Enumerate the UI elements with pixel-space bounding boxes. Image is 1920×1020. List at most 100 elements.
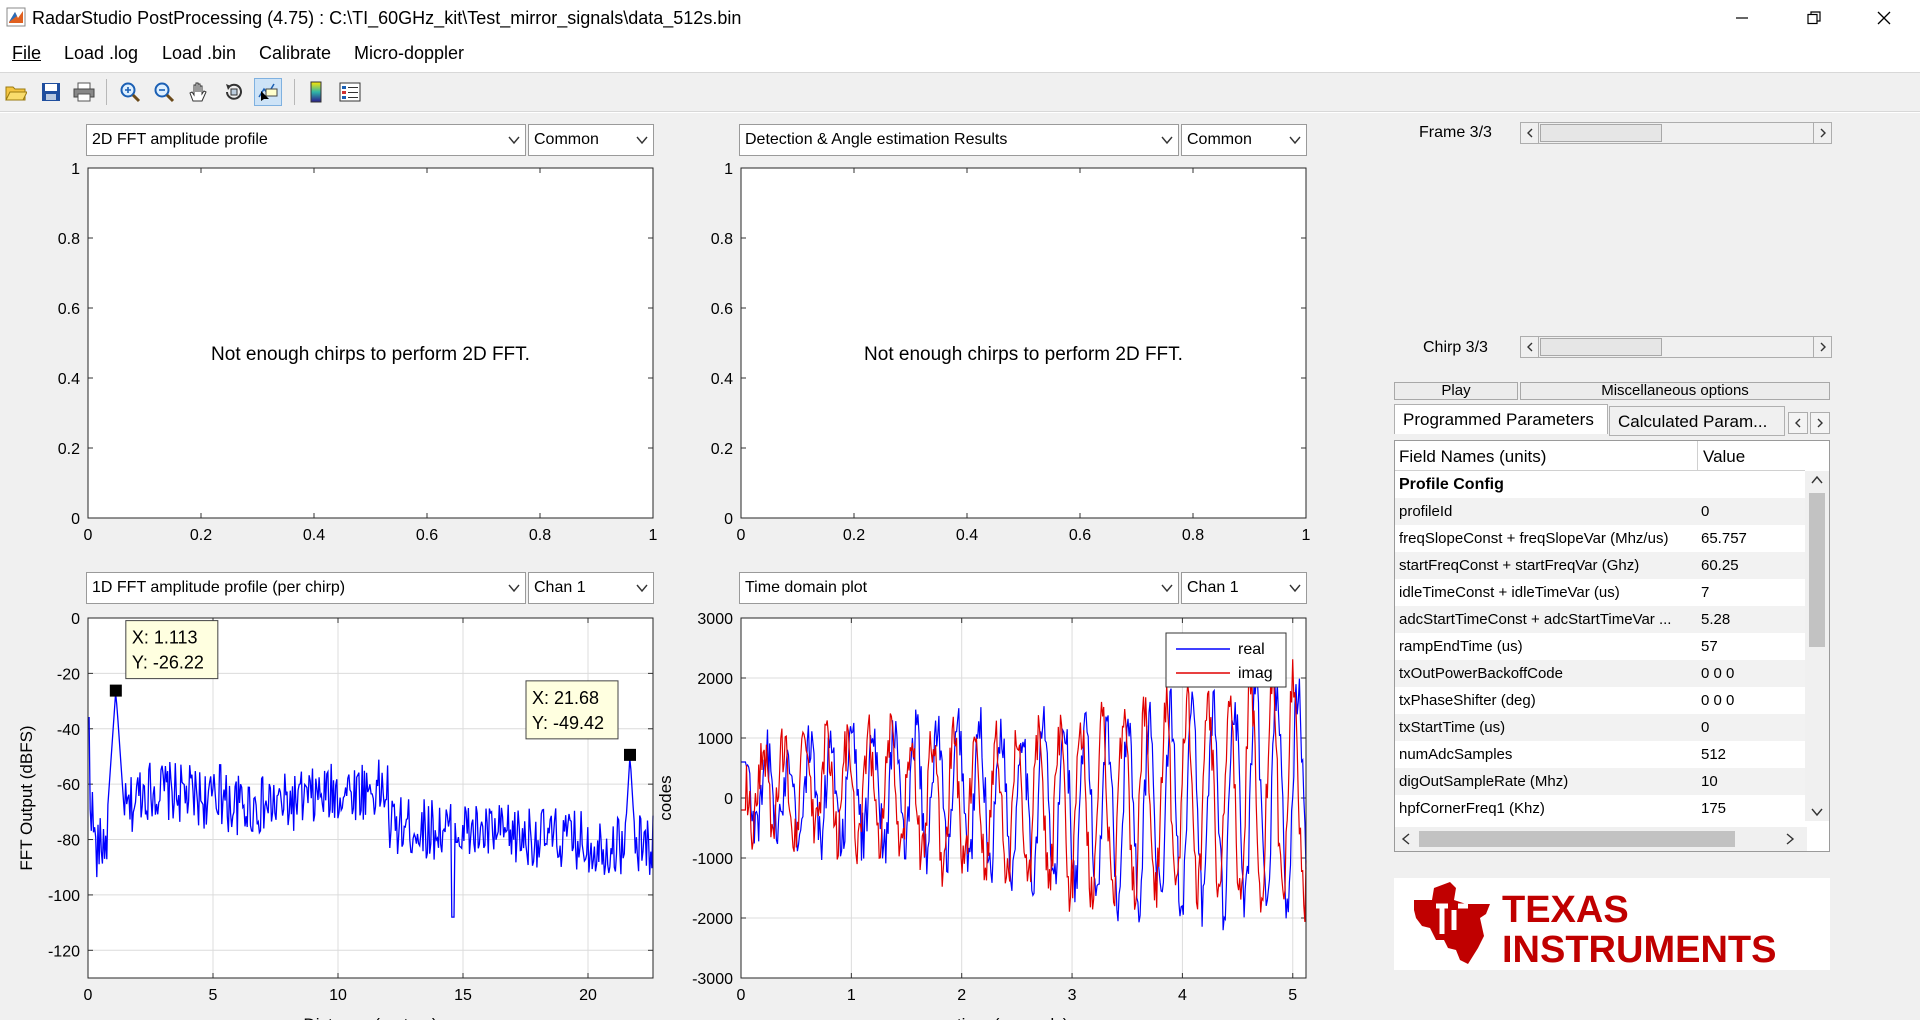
table-row[interactable]: startFreqConst + startFreqVar (Ghz) 60.25 [1395, 552, 1805, 579]
chevron-up-icon[interactable] [1811, 475, 1823, 485]
zoom-out-button[interactable] [150, 78, 178, 106]
row-field-name: adcStartTimeConst + adcStartTimeVar ... [1399, 611, 1672, 628]
chart-message: Not enough chirps to perform 2D FFT. [211, 344, 530, 365]
chevron-down-icon [636, 584, 648, 593]
zoom-in-button[interactable] [116, 78, 144, 106]
misc-options-button[interactable]: Miscellaneous options [1520, 382, 1830, 400]
slider-thumb[interactable] [1540, 124, 1663, 142]
save-button[interactable] [37, 78, 65, 106]
chart-2d-fft[interactable]: 0 0.2 0.4 0.6 0.8 1 0 0.2 0.4 0.6 0.8 1 Not enough c… [20, 158, 670, 548]
legend-box [1165, 632, 1287, 688]
x-tick-label: 4 [1178, 987, 1187, 1004]
table-vertical-scrollbar[interactable] [1805, 471, 1829, 821]
row-value: 60.25 [1701, 557, 1739, 574]
slider-right-button[interactable] [1813, 123, 1831, 143]
plot-type-select-bottom-left[interactable]: 1D FFT amplitude profile (per chirp) [86, 572, 526, 604]
frame-slider[interactable] [1520, 122, 1832, 144]
x-tick-label: 0.4 [303, 527, 325, 544]
menu-load-bin[interactable]: Load .bin [162, 43, 237, 63]
horizontal-scroll-thumb[interactable] [1419, 831, 1735, 847]
datatip-y-text: Y: -49.42 [532, 713, 604, 733]
minimize-button[interactable] [1712, 2, 1772, 34]
table-row[interactable]: digOutSampleRate (Mhz) 10 [1395, 768, 1805, 795]
row-value: 57 [1701, 638, 1718, 655]
slider-right-button[interactable] [1813, 337, 1831, 357]
datatip-box: X: 21.68 Y: -49.42 [525, 680, 619, 740]
menu-file[interactable]: File [12, 43, 42, 63]
tab-scroll-right-button[interactable] [1810, 412, 1830, 434]
datatip-marker [624, 748, 636, 761]
close-button[interactable] [1854, 2, 1914, 34]
table-row[interactable]: txStartTime (us) 0 [1395, 714, 1805, 741]
datatip-x-text: X: 21.68 [532, 688, 599, 708]
pan-button[interactable] [184, 78, 212, 106]
x-tick-label: 10 [329, 987, 347, 1004]
toolbar [0, 72, 1920, 112]
row-field-name: idleTimeConst + idleTimeVar (us) [1399, 584, 1620, 601]
table-row[interactable]: adcStartTimeConst + adcStartTimeVar ... 5… [1395, 606, 1805, 633]
print-button[interactable] [70, 78, 98, 106]
menu-micro-doppler[interactable]: Micro-doppler [354, 43, 465, 63]
plot-type-value: 2D FFT amplitude profile [92, 131, 268, 148]
insert-legend-button[interactable] [336, 78, 364, 106]
slider-left-button[interactable] [1521, 123, 1539, 143]
chirp-label: Chirp 3/3 [1423, 339, 1488, 356]
datatip-background [525, 680, 619, 740]
chevron-down-icon [636, 136, 648, 145]
column-header-value[interactable]: Value [1703, 447, 1746, 466]
open-file-icon [5, 86, 27, 101]
plot-type-select-bottom-right[interactable]: Time domain plot [739, 572, 1179, 604]
x-axis-label: time (seconds) → [957, 1015, 1090, 1020]
plot-type-select-top-left[interactable]: 2D FFT amplitude profile [86, 124, 526, 156]
row-field-name: txStartTime (us) [1399, 719, 1506, 736]
plot-type-select-top-right[interactable]: Detection & Angle estimation Results [739, 124, 1179, 156]
tab-calculated-parameters[interactable]: Calculated Param... [1609, 406, 1785, 436]
table-row[interactable]: profileId 0 [1395, 498, 1805, 525]
row-field-name: numAdcSamples [1399, 746, 1513, 763]
restore-button[interactable] [1784, 2, 1844, 34]
logo-text-texas: TEXAS [1502, 889, 1629, 931]
table-row[interactable]: txOutPowerBackoffCode 0 0 0 [1395, 660, 1805, 687]
channel-select-top-left[interactable]: Common [528, 124, 654, 156]
table-row[interactable]: freqSlopeConst + freqSlopeVar (Mhz/us) 65… [1395, 525, 1805, 552]
data-cursor-button[interactable] [254, 78, 282, 106]
play-button[interactable]: Play [1394, 382, 1518, 400]
insert-colorbar-button[interactable] [302, 78, 330, 106]
rotate-3d-button[interactable] [220, 78, 248, 106]
table-row[interactable]: rampEndTime (us) 57 [1395, 633, 1805, 660]
slider-thumb[interactable] [1540, 338, 1663, 356]
vertical-scroll-thumb[interactable] [1809, 493, 1825, 647]
y-tick-label: 0.4 [58, 371, 80, 388]
chart-time-domain[interactable]: 0 1 2 3 4 5 3000 2000 1000 0 -1000 -2000 -3000 time (… [653, 605, 1323, 1020]
table-row[interactable]: numAdcSamples 512 [1395, 741, 1805, 768]
open-file-button[interactable] [2, 78, 30, 106]
chevron-down-icon [1161, 584, 1173, 593]
row-field-name: digOutSampleRate (Mhz) [1399, 773, 1569, 790]
chirp-slider[interactable] [1520, 336, 1832, 358]
channel-select-bottom-right[interactable]: Chan 1 [1181, 572, 1307, 604]
table-row[interactable]: idleTimeConst + idleTimeVar (us) 7 [1395, 579, 1805, 606]
logo-text-instruments: INSTRUMENTS [1502, 929, 1776, 970]
row-value: 7 [1701, 584, 1710, 601]
table-row[interactable]: txPhaseShifter (deg) 0 0 0 [1395, 687, 1805, 714]
y-tick-label: -20 [57, 666, 80, 683]
chevron-right-icon[interactable] [1785, 833, 1795, 845]
table-row[interactable]: hpfCornerFreq1 (Khz) 175 [1395, 795, 1805, 822]
tab-programmed-parameters[interactable]: Programmed Parameters [1394, 404, 1608, 434]
y-tick-label: 0.4 [711, 371, 733, 388]
channel-select-bottom-left[interactable]: Chan 1 [528, 572, 654, 604]
tab-scroll-left-button[interactable] [1788, 412, 1808, 434]
menu-load-log[interactable]: Load .log [64, 43, 139, 63]
chart-1d-fft[interactable]: 0 5 10 15 20 0 -20 -40 -60 -80 -100 -120 Distance (m… [0, 605, 670, 1020]
row-value: 5.28 [1701, 611, 1731, 628]
table-row[interactable]: Profile Config [1395, 471, 1805, 498]
column-header-field-names[interactable]: Field Names (units) [1399, 447, 1547, 466]
x-axis-exponent: ×10⁻⁵ [1279, 1018, 1313, 1020]
menu-calibrate[interactable]: Calibrate [259, 43, 332, 63]
chevron-down-icon[interactable] [1811, 807, 1823, 817]
chevron-left-icon[interactable] [1401, 833, 1411, 845]
slider-left-button[interactable] [1521, 337, 1539, 357]
channel-select-top-right[interactable]: Common [1181, 124, 1307, 156]
table-horizontal-scrollbar[interactable] [1395, 827, 1807, 851]
chart-detection-results[interactable]: 0 0.2 0.4 0.6 0.8 1 0 0.2 0.4 0.6 0.8 1 Not enough c… [673, 158, 1323, 548]
